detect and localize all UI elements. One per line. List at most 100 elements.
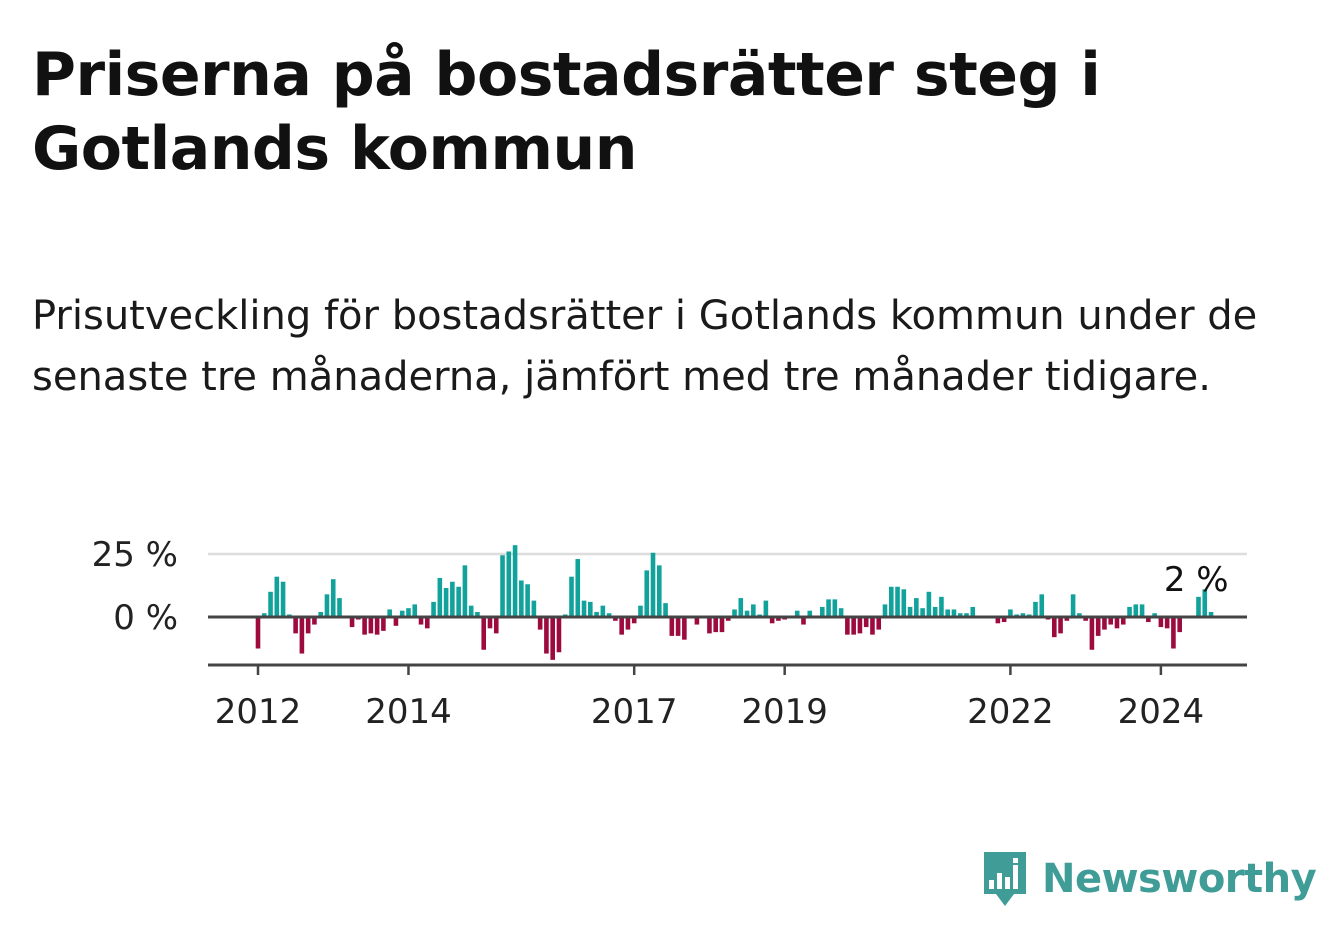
bar — [682, 617, 687, 640]
bar — [970, 606, 976, 617]
bar — [932, 606, 938, 617]
bar — [556, 617, 562, 653]
bar — [857, 617, 863, 634]
bar — [412, 604, 418, 617]
bar — [619, 617, 624, 635]
x-tick-label: 2012 — [215, 692, 302, 732]
bar — [807, 610, 813, 617]
chart-subtitle: Prisutveckling för bostadsrätter i Gotla… — [32, 293, 1258, 400]
bar — [456, 586, 461, 617]
bar — [261, 613, 267, 617]
bar — [1208, 611, 1214, 617]
bar — [914, 598, 919, 617]
bar — [512, 545, 518, 617]
bar — [738, 598, 744, 617]
bar — [644, 570, 650, 617]
bar — [588, 601, 593, 617]
bar — [845, 617, 850, 635]
bar — [1051, 617, 1057, 638]
tick-labels: 0 % 25 % 2012 2014 2017 2019 2022 2024 2 % — [92, 535, 1229, 732]
bar — [374, 617, 380, 635]
bar — [406, 608, 411, 617]
bar — [324, 594, 330, 617]
y-tick-label: 25 % — [92, 535, 178, 575]
bar — [751, 604, 756, 617]
bar — [1089, 617, 1095, 650]
bar — [901, 589, 907, 617]
bar — [606, 613, 612, 617]
bar — [268, 591, 273, 617]
bar — [719, 617, 725, 633]
bar — [876, 617, 882, 630]
newsworthy-brand: Newsworthy — [980, 848, 1317, 910]
bar — [631, 617, 637, 624]
bar — [1077, 613, 1082, 617]
bar — [638, 605, 643, 617]
bar — [1001, 617, 1007, 623]
bar — [330, 579, 336, 617]
bar — [776, 617, 781, 621]
bar — [1146, 617, 1151, 623]
bar — [1196, 596, 1201, 617]
bar — [424, 617, 430, 629]
bar — [713, 617, 719, 633]
bar — [475, 611, 480, 617]
bar — [613, 617, 618, 621]
bar — [663, 603, 668, 617]
bar — [337, 598, 342, 617]
bar — [951, 609, 957, 617]
bar — [525, 584, 530, 617]
bar — [895, 586, 900, 617]
bar — [995, 617, 1001, 624]
bar — [707, 617, 712, 634]
bar — [575, 559, 581, 617]
bar — [1008, 609, 1013, 617]
x-tick-label: 2024 — [1118, 692, 1205, 732]
bar — [801, 617, 806, 625]
bar — [550, 617, 555, 660]
bar — [393, 617, 399, 626]
bar — [293, 617, 298, 634]
bar — [519, 580, 524, 617]
bar — [531, 600, 537, 617]
x-tick-label: 2017 — [591, 692, 678, 732]
bar — [362, 617, 367, 635]
bar — [368, 617, 374, 634]
bar — [794, 610, 800, 617]
bar — [732, 609, 737, 617]
bar — [1133, 604, 1139, 617]
bar — [763, 600, 769, 617]
bar — [299, 617, 305, 654]
bar — [1120, 617, 1126, 625]
bar — [537, 617, 543, 630]
bar — [431, 601, 436, 617]
bar — [600, 605, 606, 617]
bar — [349, 617, 355, 628]
bar — [1058, 617, 1063, 634]
bar — [1095, 617, 1101, 636]
bar — [964, 613, 969, 617]
bar — [481, 617, 487, 650]
bar — [882, 604, 888, 617]
bar — [506, 551, 512, 617]
newsworthy-logo-icon — [984, 852, 1026, 906]
bar — [1177, 617, 1182, 633]
bar — [1152, 613, 1157, 617]
x-tick-label: 2022 — [967, 692, 1054, 732]
bar — [318, 611, 323, 617]
bar — [656, 565, 662, 617]
brand-name: Newsworthy — [1042, 856, 1317, 902]
bar — [399, 610, 405, 617]
bar — [826, 599, 831, 617]
bar — [650, 552, 656, 617]
bar — [694, 617, 700, 625]
bar — [500, 555, 505, 617]
bar — [468, 605, 474, 617]
bar — [450, 581, 455, 617]
bar — [1202, 589, 1208, 617]
bar — [437, 577, 443, 617]
bar — [487, 617, 493, 629]
bar — [725, 617, 731, 621]
bar — [569, 576, 574, 617]
bar — [820, 606, 825, 617]
